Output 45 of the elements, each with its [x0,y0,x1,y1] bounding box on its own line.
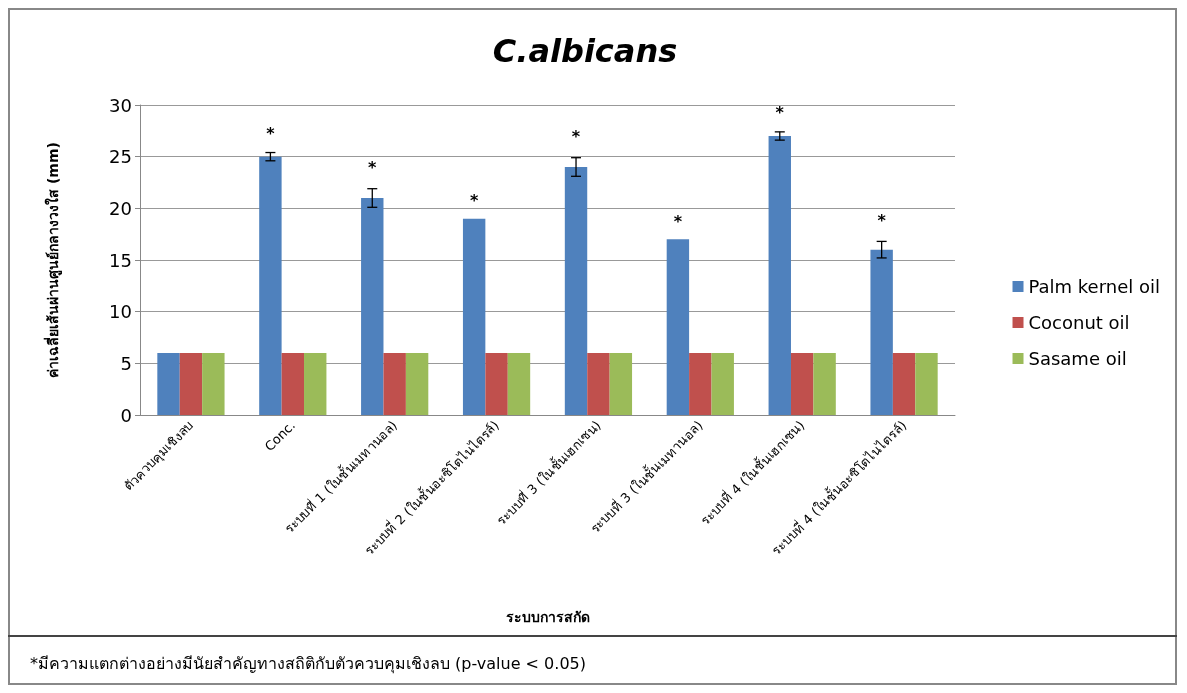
legend-label: Coconut oil [1028,312,1130,333]
y-tick-label: 15 [109,249,132,271]
y-tick-label: 25 [109,146,132,168]
bar [711,353,734,415]
y-tick-label: 20 [109,197,132,219]
data-label: * [368,158,378,178]
data-label: * [469,191,479,211]
bar [689,353,712,415]
bar [870,249,893,415]
bar [768,136,791,415]
legend-label: Sasame oil [1028,348,1127,369]
y-tick-label: 30 [109,94,132,116]
bar [587,353,610,415]
bar [405,353,429,415]
bar [304,353,327,415]
bar [259,156,282,415]
bar [383,353,406,415]
bar [485,353,508,415]
data-label: * [266,123,276,143]
data-label: * [571,127,581,147]
y-tick-label: 5 [120,352,132,374]
bar [157,353,180,415]
bar [281,353,305,415]
x-axis-title: ระบบการสกัด [505,609,590,625]
bar [507,353,531,415]
chart-title: C.albicans [492,32,678,70]
bar [666,239,690,415]
data-label: * [775,103,785,123]
data-label: * [877,211,887,231]
legend-label: Palm kernel oil [1028,276,1161,297]
y-tick-label: 0 [120,404,132,426]
bar [915,353,938,415]
bar [892,353,916,415]
y-tick-label: 10 [109,301,132,323]
text: *มีความแตกต่างอย่างมีนัยสำคัญทางสถิติกับตัวควบคุมเชิงลบ (p-value < 0.05) [8,635,1177,685]
bar [462,218,486,415]
bar [609,353,633,415]
bar [790,353,814,415]
bar [813,353,836,415]
bar [564,167,588,415]
bar [179,353,203,415]
data-label: * [673,211,683,231]
bar [202,353,225,415]
y-axis-title: ค่าเฉลี่ยเส้นผ่านศูนย์กลางวงใส (mm) [43,142,62,378]
bar [361,198,384,415]
